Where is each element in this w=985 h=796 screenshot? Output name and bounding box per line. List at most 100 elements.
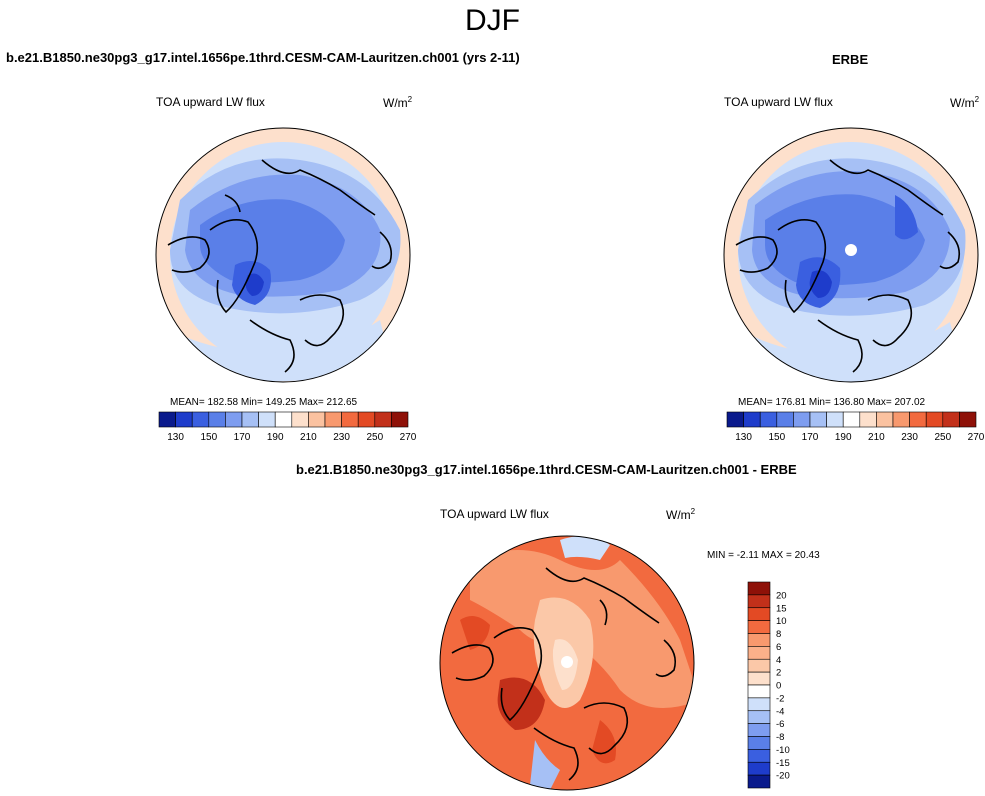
model-colorbar-box bbox=[191, 411, 210, 428]
diff-colorbar-label: 0 bbox=[776, 681, 781, 692]
obs-colorbar-box bbox=[776, 411, 794, 428]
model-colorbar-box bbox=[341, 411, 359, 428]
model-plot-title: TOA upward LW flux bbox=[156, 95, 265, 109]
diff-colorbar-label: 15 bbox=[776, 603, 787, 614]
obs-colorbar-box bbox=[959, 411, 977, 428]
diff-colorbar-label: 8 bbox=[776, 629, 781, 640]
model-colorbar-label: 210 bbox=[300, 432, 317, 443]
diff-stats: MIN = -2.11 MAX = 20.43 bbox=[707, 550, 820, 561]
obs-colorbar-label: 230 bbox=[901, 432, 918, 443]
diff-colorbar-label: -4 bbox=[776, 706, 784, 717]
obs-pole-hole bbox=[845, 244, 857, 256]
diff-colorbar-label: -15 bbox=[776, 758, 790, 769]
diff-map-border bbox=[439, 535, 695, 791]
obs-colorbar-box bbox=[826, 411, 844, 428]
obs-colorbar-box bbox=[909, 411, 927, 428]
model-map-border bbox=[155, 127, 411, 383]
diff-colorbar-box bbox=[747, 710, 771, 724]
obs-polar-map bbox=[724, 128, 978, 382]
diff-colorbar-label: -2 bbox=[776, 693, 784, 704]
model-colorbar-box bbox=[258, 411, 276, 428]
model-colorbar-label: 190 bbox=[267, 432, 284, 443]
model-units: W/m2 bbox=[383, 95, 413, 110]
obs-colorbar-label: 150 bbox=[768, 432, 785, 443]
diff-colorbar-label: 6 bbox=[776, 642, 781, 653]
diff-case-title: b.e21.B1850.ne30pg3_g17.intel.1656pe.1th… bbox=[296, 462, 797, 477]
obs-colorbar-label: 130 bbox=[735, 432, 752, 443]
obs-colorbar-box bbox=[842, 411, 861, 428]
model-coastlines bbox=[167, 159, 393, 373]
model-colorbar-box bbox=[357, 411, 376, 428]
diff-colorbar-box bbox=[747, 697, 771, 712]
obs-colorbar-box bbox=[876, 411, 894, 428]
diff-colorbar-label: -8 bbox=[776, 732, 784, 743]
diff-colorbar-box bbox=[747, 684, 771, 699]
diff-colorbar-box bbox=[747, 671, 771, 686]
model-colorbar-box bbox=[374, 411, 392, 428]
diff-pole-hole bbox=[561, 656, 573, 668]
diff-colorbar-box bbox=[747, 646, 771, 660]
model-colorbar-label: 170 bbox=[234, 432, 251, 443]
model-colorbar-box bbox=[158, 411, 176, 428]
model-colorbar-box bbox=[291, 411, 309, 428]
model-colorbar-box bbox=[308, 411, 326, 428]
diff-units: W/m2 bbox=[666, 507, 696, 522]
diff-colorbar-box bbox=[747, 607, 771, 621]
model-case-title: b.e21.B1850.ne30pg3_g17.intel.1656pe.1th… bbox=[6, 50, 520, 65]
diff-plot-title: TOA upward LW flux bbox=[440, 507, 549, 521]
diff-colorbar-label: -20 bbox=[776, 771, 790, 782]
model-colorbar: 130 150 170 190 210 230 250 270 bbox=[158, 411, 417, 443]
obs-colorbar-label: 270 bbox=[968, 432, 985, 443]
obs-colorbar-label: 210 bbox=[868, 432, 885, 443]
model-colorbar-box bbox=[241, 411, 259, 428]
model-colorbar-label: 150 bbox=[200, 432, 217, 443]
model-colorbar-box bbox=[225, 411, 243, 428]
diff-colorbar-box bbox=[747, 723, 771, 737]
model-colorbar-label: 230 bbox=[333, 432, 350, 443]
diff-colorbar-label: 10 bbox=[776, 616, 787, 627]
diff-colorbar-box bbox=[747, 658, 771, 673]
diff-colorbar-box bbox=[747, 749, 771, 763]
obs-colorbar-box bbox=[892, 411, 910, 428]
model-colorbar-label: 270 bbox=[400, 432, 417, 443]
model-colorbar-box bbox=[274, 411, 293, 428]
diff-colorbar-box bbox=[747, 736, 771, 750]
obs-colorbar-box bbox=[809, 411, 827, 428]
model-colorbar-label: 130 bbox=[167, 432, 184, 443]
diff-colorbar-label: 2 bbox=[776, 668, 781, 679]
diff-colorbar-box bbox=[747, 581, 771, 596]
page-title: DJF bbox=[465, 4, 520, 37]
diff-colorbar-box bbox=[747, 620, 771, 634]
diff-colorbar-box bbox=[747, 633, 771, 647]
obs-colorbar-box bbox=[759, 411, 778, 428]
model-stats: MEAN= 182.58 Min= 149.25 Max= 212.65 bbox=[170, 397, 358, 408]
diff-colorbar-label: -6 bbox=[776, 719, 784, 730]
obs-colorbar-box bbox=[793, 411, 811, 428]
diff-colorbar-label: -10 bbox=[776, 745, 790, 756]
obs-colorbar-box bbox=[743, 411, 761, 428]
obs-plot-title: TOA upward LW flux bbox=[724, 95, 833, 109]
obs-coastlines bbox=[735, 159, 961, 373]
obs-case-title: ERBE bbox=[832, 52, 869, 67]
model-polar-map bbox=[156, 128, 410, 382]
diff-colorbar-label: 20 bbox=[776, 590, 787, 601]
diff-colorbar-box bbox=[747, 761, 771, 776]
obs-colorbar: 130 150 170 190 210 230 250 270 bbox=[726, 411, 985, 443]
model-colorbar-box bbox=[175, 411, 193, 428]
obs-colorbar-box bbox=[942, 411, 960, 428]
model-colorbar-box bbox=[208, 411, 226, 428]
diff-colorbar-box bbox=[747, 594, 771, 609]
obs-colorbar-label: 250 bbox=[934, 432, 951, 443]
obs-colorbar-box bbox=[859, 411, 877, 428]
obs-map-border bbox=[723, 127, 979, 383]
diff-coastlines bbox=[451, 567, 677, 781]
model-colorbar-box bbox=[391, 411, 409, 428]
model-colorbar-label: 250 bbox=[366, 432, 383, 443]
obs-colorbar-box bbox=[726, 411, 744, 428]
diff-colorbar-label: 4 bbox=[776, 655, 781, 666]
model-colorbar-box bbox=[324, 411, 342, 428]
diff-colorbar-box bbox=[747, 774, 771, 789]
obs-units: W/m2 bbox=[950, 95, 980, 110]
